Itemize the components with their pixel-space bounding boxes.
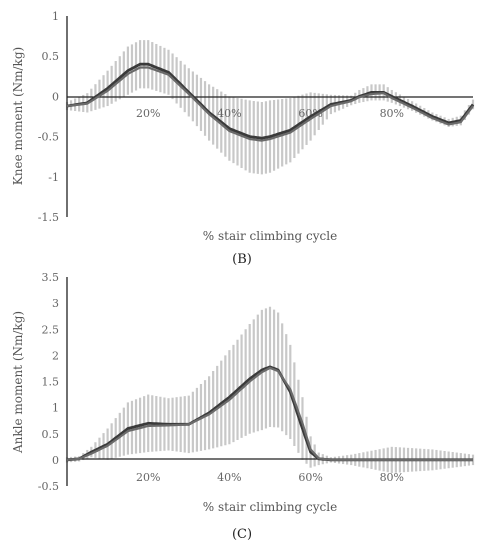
b-series-line — [66, 66, 474, 142]
c-series-line — [66, 366, 473, 461]
b-y-tick-label: 0 — [52, 90, 59, 103]
c-x-tick-labels: 20% 40% 60% 80% — [136, 471, 404, 484]
c-x-tick-label: 80% — [380, 471, 404, 484]
c-std-bands — [65, 306, 475, 473]
b-y-tick-label: 0.5 — [42, 50, 60, 63]
b-y-tick-label: -0.5 — [38, 131, 59, 144]
b-y-axis-label: Knee moment (Nm/kg) — [11, 47, 25, 185]
c-y-axis-label: Ankle moment (Nm/kg) — [11, 311, 25, 454]
c-y-tick-label: 2 — [52, 349, 59, 362]
chart-panel-c: 3.5 3 2.5 2 1.5 1 0.5 0 -0.5 20% 40% 60% 80% Ankle … — [11, 271, 475, 542]
b-x-axis-label: % stair climbing cycle — [203, 229, 337, 243]
b-x-tick-label: 20% — [136, 107, 160, 120]
b-x-tick-labels: 20% 40% 60% 80% — [136, 107, 404, 120]
b-x-tick-label: 40% — [217, 107, 241, 120]
c-x-tick-label: 40% — [217, 471, 241, 484]
c-y-tick-label: 3 — [52, 297, 59, 310]
chart-panel-b: 1 0.5 0 -0.5 -1 -1.5 20% 40% 60% 80% Knee moment… — [11, 10, 475, 267]
b-y-tick-label: -1 — [48, 171, 59, 184]
c-x-tick-label: 60% — [298, 471, 322, 484]
c-y-tick-label: -0.5 — [38, 480, 59, 493]
panel-label-b: (B) — [232, 252, 252, 267]
panel-label-c: (C) — [232, 527, 252, 542]
c-y-tick-label: 3.5 — [42, 271, 60, 284]
b-y-tick-labels: 1 0.5 0 -0.5 -1 -1.5 — [38, 10, 59, 224]
c-y-tick-label: 1 — [52, 402, 59, 415]
c-mean-lines — [66, 365, 473, 462]
c-y-tick-label: 0.5 — [42, 428, 60, 441]
b-x-tick-label: 60% — [298, 107, 322, 120]
c-y-tick-label: 1.5 — [42, 376, 60, 389]
b-series-line — [66, 62, 475, 140]
b-y-tick-label: 1 — [52, 10, 59, 23]
c-y-tick-labels: 3.5 3 2.5 2 1.5 1 0.5 0 -0.5 — [38, 271, 59, 493]
c-y-tick-label: 0 — [52, 454, 59, 467]
c-x-axis-label: % stair climbing cycle — [203, 500, 337, 514]
c-y-tick-label: 2.5 — [42, 323, 60, 336]
b-x-tick-label: 80% — [380, 107, 404, 120]
b-mean-lines — [66, 62, 475, 142]
b-y-tick-label: -1.5 — [38, 211, 59, 224]
c-x-tick-label: 20% — [136, 471, 160, 484]
